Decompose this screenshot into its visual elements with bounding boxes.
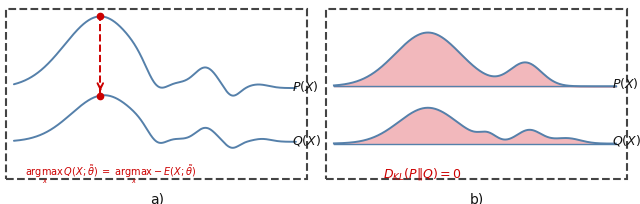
Text: $\underset{x}{\mathrm{argmax}}\,Q(X;\tilde{\theta})$$\;=\;\underset{x}{\mathrm{a: $\underset{x}{\mathrm{argmax}}\,Q(X;\til… xyxy=(25,162,196,185)
Text: $P(X)$: $P(X)$ xyxy=(612,76,639,91)
Bar xyxy=(326,10,627,180)
Text: $D_{KL}(P\|Q)=0$: $D_{KL}(P\|Q)=0$ xyxy=(383,165,461,181)
Text: b): b) xyxy=(470,191,484,204)
Text: a): a) xyxy=(150,191,164,204)
Bar xyxy=(6,10,307,180)
Text: $P(X)$: $P(X)$ xyxy=(292,79,319,94)
Text: $Q(X)$: $Q(X)$ xyxy=(612,133,640,147)
Text: $Q(X)$: $Q(X)$ xyxy=(292,132,321,147)
